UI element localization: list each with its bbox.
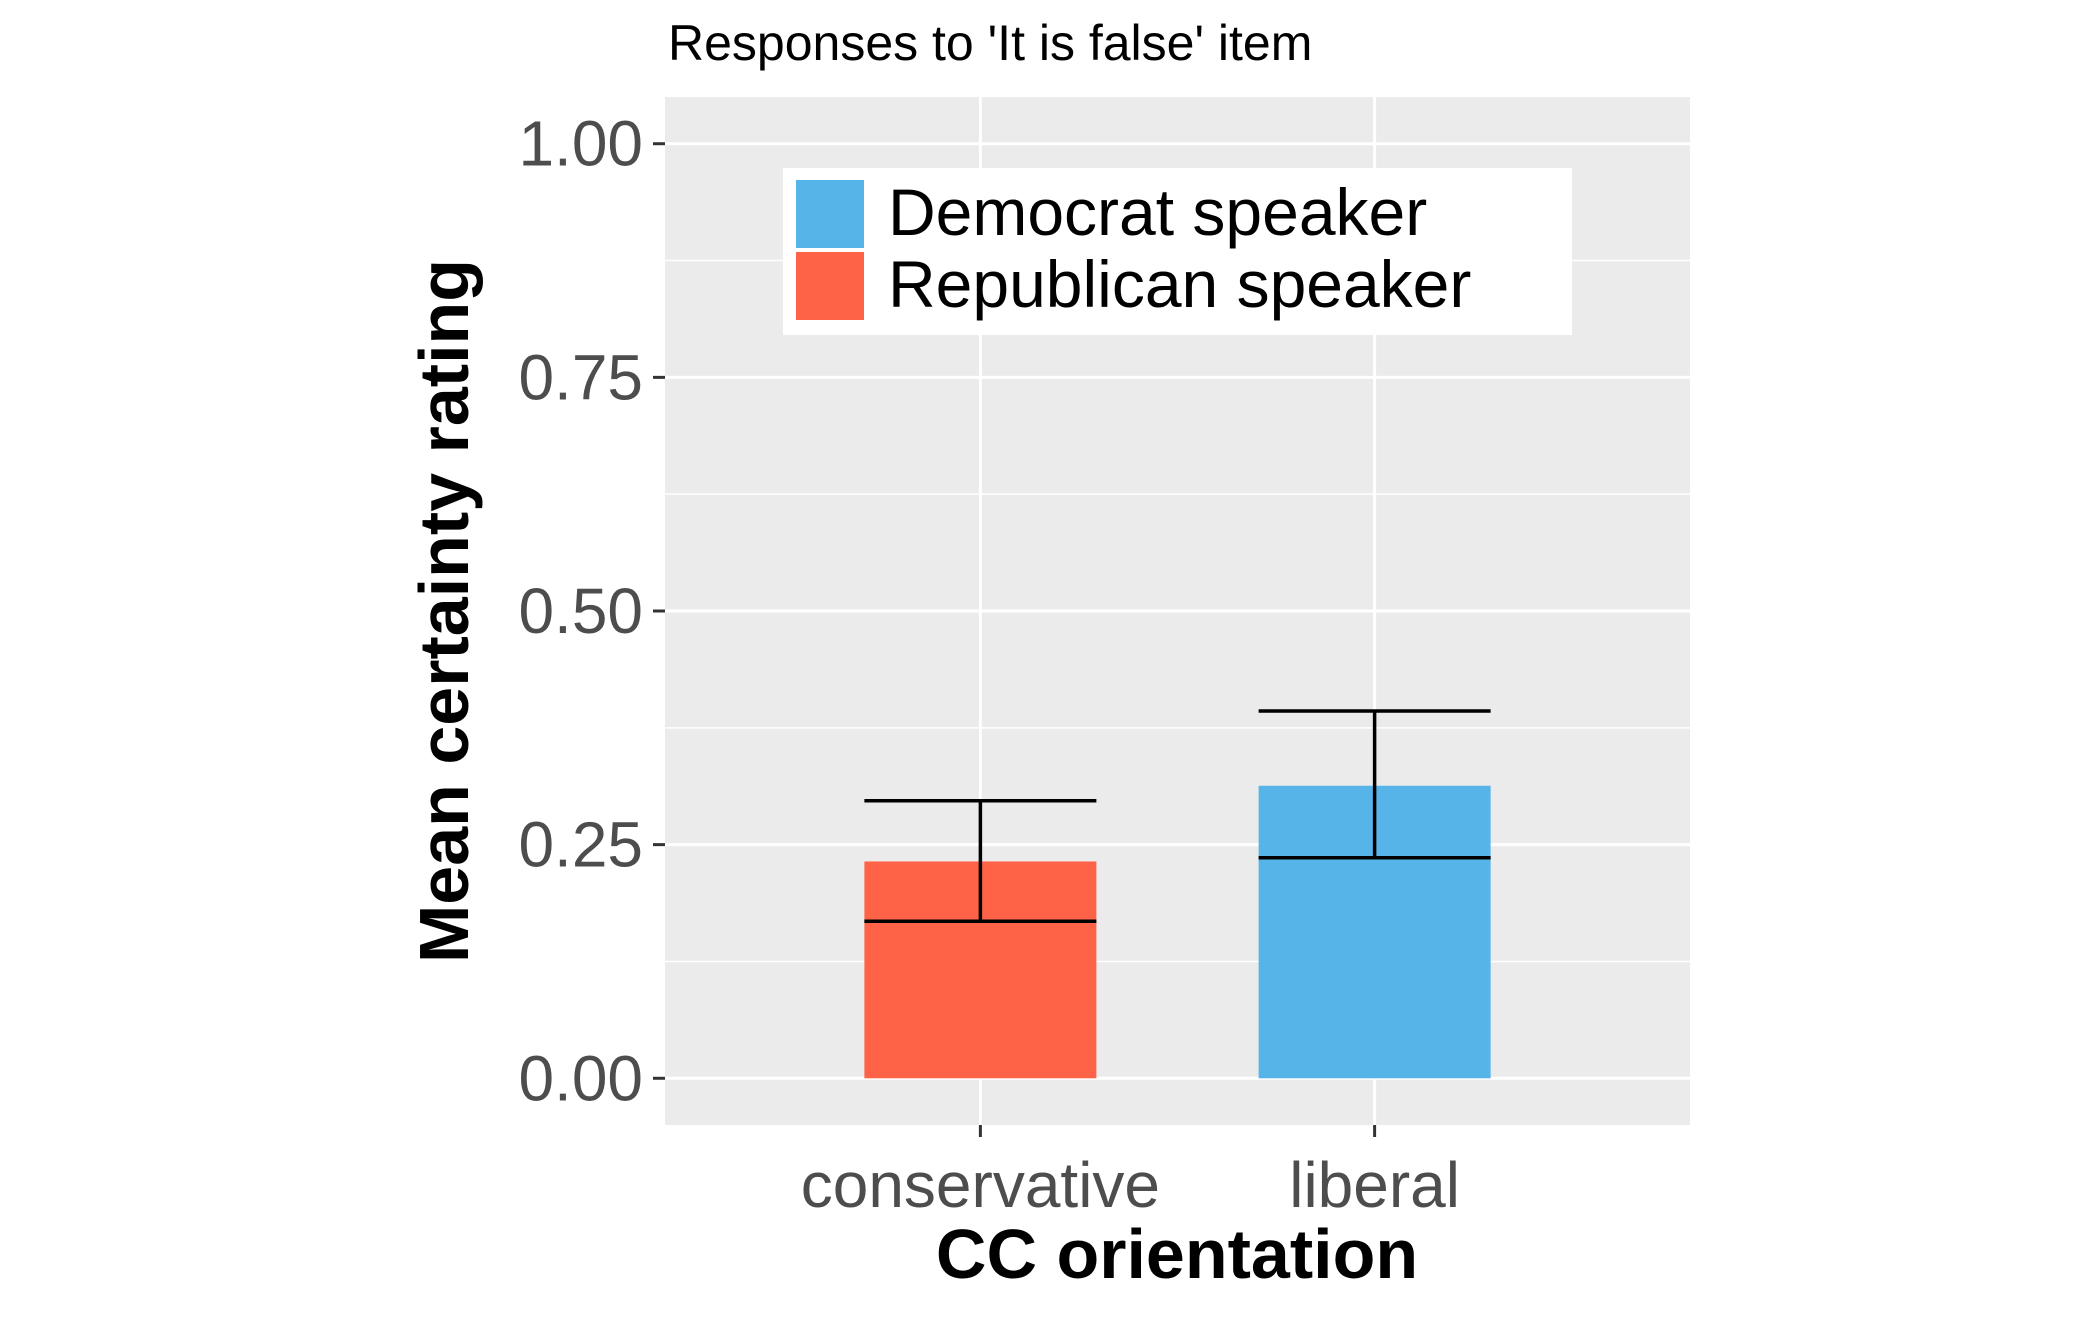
x-tick-label: conservative xyxy=(801,1149,1160,1221)
x-axis-label: CC orientation xyxy=(936,1215,1418,1293)
legend-background xyxy=(783,168,1572,335)
y-tick-label: 0.75 xyxy=(518,341,643,413)
y-tick-label: 0.25 xyxy=(518,809,643,881)
y-tick-label: 0.50 xyxy=(518,575,643,647)
error-bars xyxy=(864,709,1491,924)
legend-label: Republican speaker xyxy=(888,247,1471,321)
legend-label: Democrat speaker xyxy=(888,175,1427,249)
legend-key xyxy=(796,180,864,248)
y-tick-label: 1.00 xyxy=(518,108,643,180)
y-axis-label: Mean certainty rating xyxy=(405,259,483,963)
x-tick-label: liberal xyxy=(1289,1149,1460,1221)
y-axis: 0.00 0.25 0.50 0.75 1.00 xyxy=(518,108,665,1114)
y-tick-label: 0.00 xyxy=(518,1042,643,1114)
x-axis: conservative liberal xyxy=(801,1125,1460,1221)
chart-title: Responses to 'It is false' item xyxy=(668,15,1312,71)
legend-key xyxy=(796,252,864,320)
major-gridlines xyxy=(665,97,1690,1125)
